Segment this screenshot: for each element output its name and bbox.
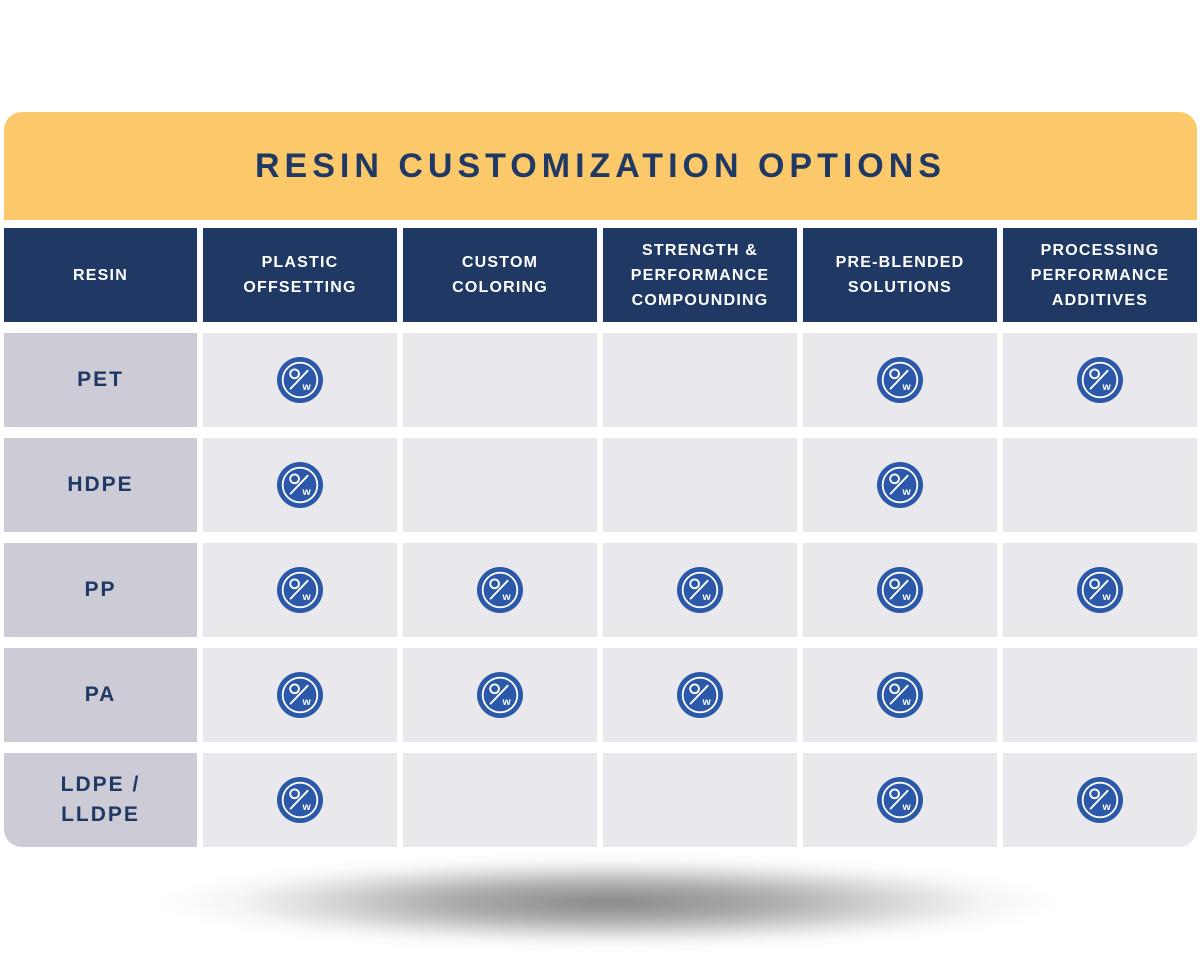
matrix-cell: w [203,438,397,532]
matrix-cell: w [203,543,397,637]
percent-weight-icon: w [277,777,323,823]
svg-text:w: w [1102,591,1112,603]
matrix-cell: w [1003,753,1197,847]
row-label-pp: PP [4,543,197,637]
matrix-cell: w [203,648,397,742]
percent-weight-icon: w [877,567,923,613]
matrix-cell [403,438,597,532]
matrix-cell: w [403,543,597,637]
matrix-cell: w [803,543,997,637]
matrix-cell: w [603,648,797,742]
matrix-cell [403,333,597,427]
percent-weight-icon: w [877,462,923,508]
percent-weight-icon: w [877,777,923,823]
svg-text:w: w [702,696,712,708]
page-title: RESIN CUSTOMIZATION OPTIONS [255,146,946,185]
matrix-cell: w [803,333,997,427]
percent-weight-icon: w [1077,777,1123,823]
matrix-cell: w [803,438,997,532]
row-label-text: PET [77,368,124,391]
svg-text:w: w [902,381,912,393]
row-label-text: PA [84,683,117,706]
svg-text:w: w [902,591,912,603]
matrix-cell: w [203,753,397,847]
matrix-cell: w [403,648,597,742]
percent-weight-icon: w [677,567,723,613]
matrix-cell: w [603,543,797,637]
matrix-cell: w [803,753,997,847]
percent-weight-icon: w [677,672,723,718]
percent-weight-icon: w [277,462,323,508]
column-header-processing-performance-additives: PROCESSING PERFORMANCE ADDITIVES [1003,228,1197,322]
percent-weight-icon: w [277,672,323,718]
percent-weight-icon: w [877,357,923,403]
column-header-custom-coloring: CUSTOM COLORING [403,228,597,322]
percent-weight-icon: w [277,357,323,403]
matrix-cell [603,438,797,532]
matrix-cell: w [203,333,397,427]
matrix-cell: w [1003,333,1197,427]
percent-weight-icon: w [1077,567,1123,613]
column-header-strength-performance-compounding: STRENGTH & PERFORMANCE COMPOUNDING [603,228,797,322]
matrix-cell [1003,648,1197,742]
svg-text:w: w [502,696,512,708]
matrix-cell [603,333,797,427]
row-label-text: PP [84,578,117,601]
svg-text:w: w [302,801,312,813]
matrix-cell [403,753,597,847]
svg-text:w: w [302,696,312,708]
svg-text:w: w [302,591,312,603]
matrix-cell: w [1003,543,1197,637]
row-label-hdpe: HDPE [4,438,197,532]
matrix-cell [603,753,797,847]
matrix-cell [1003,438,1197,532]
row-label-ldpe-lldpe: LDPE / LLDPE [4,753,197,847]
percent-weight-icon: w [1077,357,1123,403]
svg-text:w: w [902,801,912,813]
title-banner: RESIN CUSTOMIZATION OPTIONS [4,112,1197,220]
svg-text:w: w [302,486,312,498]
column-header-pre-blended-solutions: PRE-BLENDED SOLUTIONS [803,228,997,322]
svg-text:w: w [502,591,512,603]
percent-weight-icon: w [277,567,323,613]
table-drop-shadow [95,848,1125,966]
column-header-plastic-offsetting: PLASTIC OFFSETTING [203,228,397,322]
percent-weight-icon: w [477,672,523,718]
svg-text:w: w [1102,381,1112,393]
resin-options-table: RESIN PLASTIC OFFSETTING CUSTOM COLORING… [4,228,1197,847]
svg-text:w: w [1102,801,1112,813]
row-label-text: HDPE [67,473,134,496]
percent-weight-icon: w [877,672,923,718]
column-header-resin: RESIN [4,228,197,322]
percent-weight-icon: w [477,567,523,613]
svg-text:w: w [902,696,912,708]
svg-text:w: w [702,591,712,603]
row-label-text: LDPE / LLDPE [60,773,141,826]
row-label-pa: PA [4,648,197,742]
svg-text:w: w [302,381,312,393]
row-label-pet: PET [4,333,197,427]
svg-text:w: w [902,486,912,498]
matrix-cell: w [803,648,997,742]
